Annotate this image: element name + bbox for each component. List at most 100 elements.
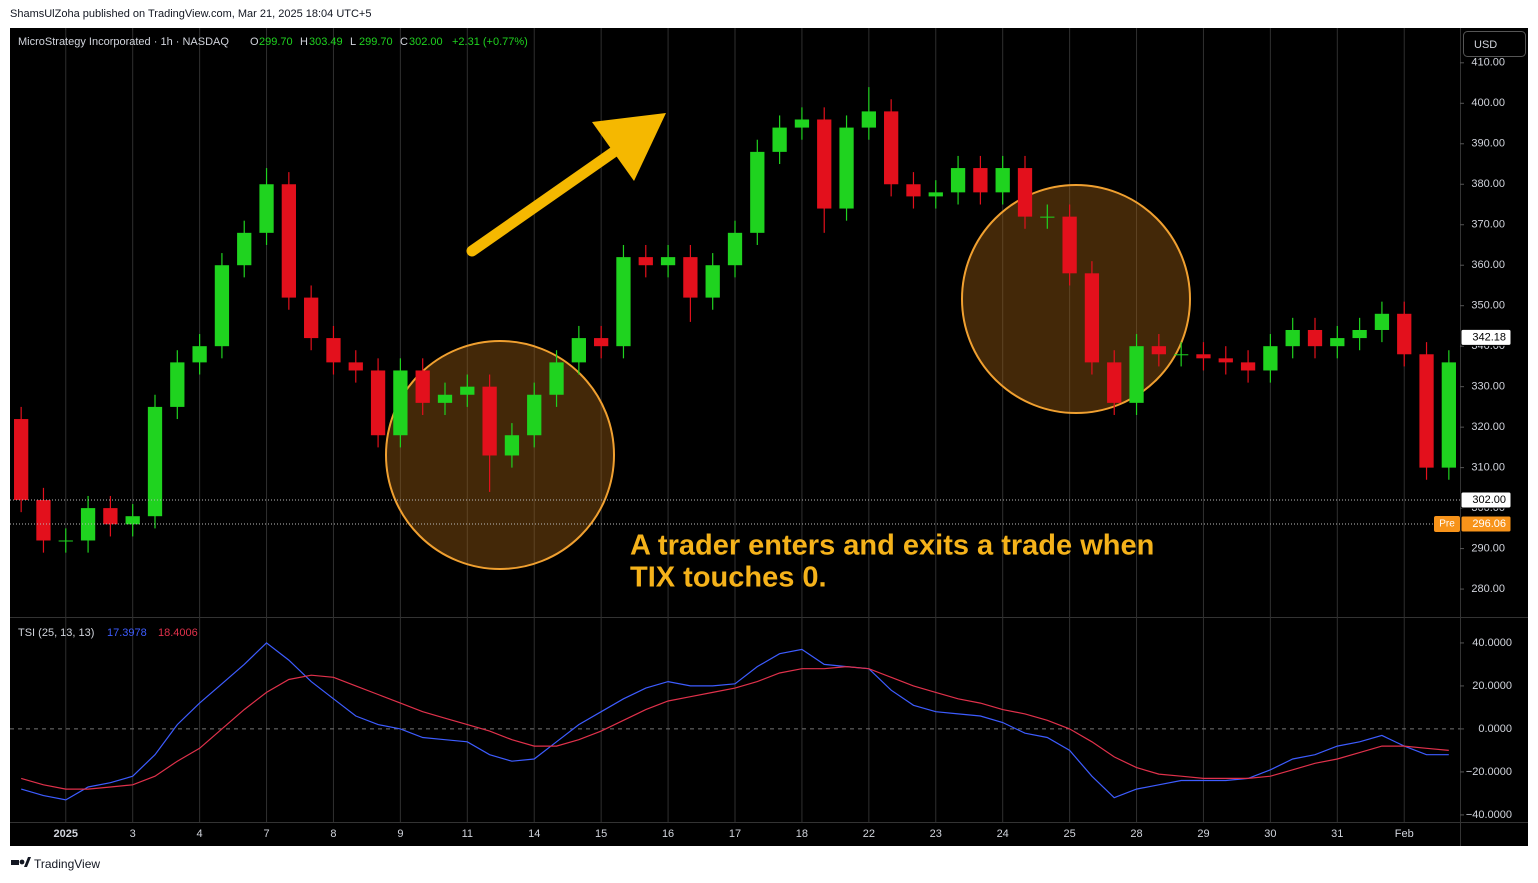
candle-body (973, 168, 988, 193)
publisher: ShamsUlZoha published on TradingView.com… (10, 8, 371, 20)
candle-body (460, 386, 475, 395)
x-tick-label: 16 (662, 828, 674, 840)
candle-body (147, 406, 163, 517)
price-label-box (1460, 491, 1512, 509)
candle-body (437, 394, 453, 403)
candle-body (1397, 313, 1412, 355)
legend-value: 303.49 (309, 36, 343, 48)
x-tick-label: 2025 (54, 828, 78, 840)
candle-body (1419, 354, 1434, 468)
candle-body (950, 168, 966, 193)
candle-body (750, 151, 765, 233)
price-label: 296.06 (1472, 518, 1506, 530)
price-tag-box (1434, 516, 1460, 533)
candle-body (348, 362, 363, 371)
y-tick-label: 370.00 (1471, 219, 1505, 231)
candle-body (58, 540, 73, 542)
x-tick-label: 30 (1264, 828, 1276, 840)
candle-body (370, 370, 386, 436)
chart-background (10, 28, 1528, 846)
currency-button[interactable]: USD (1463, 31, 1526, 57)
x-tick-label: 7 (263, 828, 269, 840)
candle-body (839, 127, 854, 209)
candle-body (192, 346, 207, 363)
candle-body (1330, 338, 1345, 347)
candle-body (1174, 354, 1189, 356)
y-tick-label: 360.00 (1471, 259, 1505, 271)
candle-body (237, 232, 252, 266)
chart-title: MicroStrategy Incorporated · 1h · NASDAQ (18, 36, 229, 48)
brand-name: TradingView (34, 857, 100, 871)
candle-body (1374, 313, 1390, 330)
y-tick-label: 410.00 (1471, 57, 1505, 69)
legend-value: 299.70 (359, 36, 393, 48)
button-frame[interactable] (1463, 31, 1526, 57)
indicator-value: 17.3978 (107, 627, 147, 639)
x-tick-label: 8 (330, 828, 336, 840)
candle-body (683, 257, 698, 298)
candle-body (504, 435, 520, 456)
y-tick-label: 280.00 (1471, 583, 1505, 595)
candle-body (1017, 168, 1033, 217)
candle-body (571, 338, 586, 363)
candle-body (527, 394, 542, 436)
y-tick-label: 350.00 (1471, 300, 1505, 312)
candle-body (1240, 362, 1256, 371)
candle-body (214, 265, 230, 347)
candle-body (906, 184, 921, 197)
candle-body (549, 362, 564, 395)
candle-body (326, 338, 341, 363)
brand: TradingView (11, 857, 100, 871)
candle-body (1107, 362, 1122, 403)
candle-body (772, 127, 787, 152)
arrow (466, 113, 666, 257)
price-label: 302.00 (1472, 494, 1506, 506)
candle-body (1441, 362, 1456, 468)
x-tick-label: 14 (528, 828, 540, 840)
candle-body (1263, 346, 1278, 371)
legend-key: H (300, 36, 308, 48)
candle-body (794, 119, 810, 128)
candle-body (14, 419, 29, 501)
legend-value: 302.00 (409, 36, 443, 48)
price-tag: Pre (1439, 519, 1455, 530)
price-label-box (1460, 515, 1512, 533)
currency-label[interactable]: USD (1474, 39, 1497, 51)
candle-body (259, 184, 274, 233)
y-tick-label: 0.0000 (1478, 723, 1512, 735)
candle-body (928, 192, 943, 197)
legend-key: O (250, 36, 259, 48)
x-tick-label: 24 (997, 828, 1009, 840)
y-tick-label: 390.00 (1471, 138, 1505, 150)
x-tick-label: 22 (863, 828, 875, 840)
candle-body (638, 257, 653, 266)
candle-body (1151, 346, 1166, 355)
y-tick-label: −40.0000 (1466, 809, 1512, 821)
tsi-line (21, 665, 1449, 790)
annotation: A trader enters and exits a trade when (630, 530, 1154, 562)
candle-body (660, 257, 676, 266)
y-tick-label: 290.00 (1471, 542, 1505, 554)
legend-value: 299.70 (259, 36, 293, 48)
legend-key: L (350, 36, 356, 48)
x-tick-label: 11 (462, 828, 473, 840)
x-tick-label: 28 (1130, 828, 1142, 840)
x-tick-label: Feb (1395, 828, 1414, 840)
x-tick-label: 4 (197, 828, 203, 840)
candle-body (884, 111, 899, 185)
candle-body (482, 386, 497, 456)
indicator-title: TSI (25, 13, 13) (18, 627, 94, 639)
candle-body (304, 297, 319, 339)
y-tick-label: 400.00 (1471, 97, 1505, 109)
candle-body (705, 265, 720, 298)
candle-body (103, 508, 118, 525)
candle-body (1129, 346, 1144, 403)
price-label-box (1460, 328, 1512, 346)
candle-body (36, 500, 51, 541)
candle-body (594, 338, 609, 347)
x-tick-label: 25 (1063, 828, 1075, 840)
x-tick-label: 29 (1197, 828, 1209, 840)
candle-body (125, 516, 140, 525)
